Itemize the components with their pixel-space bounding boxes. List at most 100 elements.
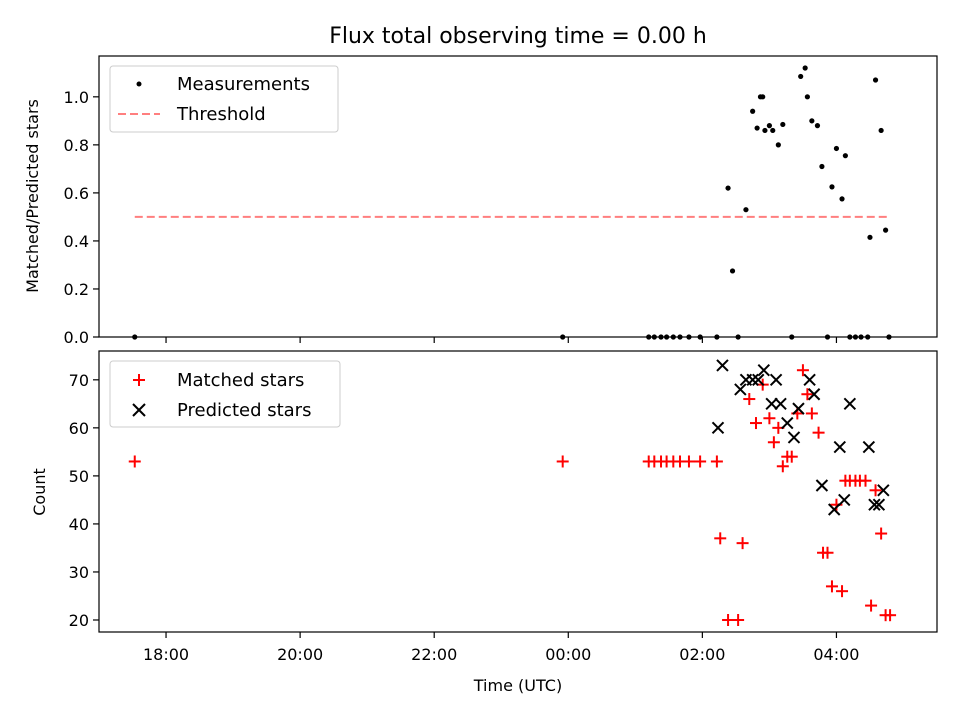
legend-measurements-label: Measurements [177,74,310,95]
predicted-star-point [765,397,778,411]
measurement-point [883,227,889,233]
x-tick-label: 00:00 [545,645,591,664]
measurement-point [743,207,749,213]
top-y-axis-label: Matched/Predicted stars [23,99,42,293]
matched-star-point [776,460,789,473]
matched-star-point [875,527,888,540]
measurement-point [750,108,756,114]
top-legend-box [109,65,339,133]
matched-star-point [869,484,882,497]
measurement-point [560,334,566,340]
measurement-point [814,123,821,129]
predicted-star-point [752,373,765,387]
measurement-point [651,334,657,340]
predicted-star-point [877,484,890,497]
matched-star-point [714,532,727,545]
bottom-legend: Matched stars Predicted stars [109,360,341,428]
measurement-point [780,121,786,128]
x-tick-label: 04:00 [813,645,859,664]
legend-predicted-marker [132,403,146,417]
top-y-tick-label: 0.0 [64,328,89,347]
measurement-point [872,77,879,83]
matched-star-point [743,393,756,406]
measurement-point [725,185,731,191]
top-legend: Measurements Threshold [109,65,339,133]
bottom-x-ticks: 18:00 20:00 22:00 00:00 02:00 04:00 [143,632,859,664]
matched-star-point [859,474,872,487]
measurement-point [697,334,703,340]
predicted-star-point [711,421,725,435]
measurement-point [686,334,692,340]
top-y-tick-label: 0.2 [64,280,89,299]
matched-star-point [785,450,798,463]
predicted-star-point [827,503,841,516]
predicted-star-point [868,498,881,511]
matched-star-point [749,417,762,430]
predicted-star-point [781,416,794,430]
measurement-point [762,127,768,134]
measurement-point [804,94,810,100]
measurement-point [798,73,804,80]
bottom-axes: 20 30 40 50 60 70 18:00 20:00 22:00 00:00 02:00 04… [30,350,938,695]
bottom-y-tick-label: 30 [69,563,89,582]
predicted-star-point [774,397,787,411]
measurement-point [766,123,773,129]
measurement-point [852,334,859,340]
measurement-point [729,268,736,274]
measurement-point [809,118,815,124]
measurement-point [646,334,652,340]
matched-star-point [796,364,809,377]
matched-star-point [736,537,749,550]
predicted-star-point [833,440,846,454]
predicted-star-point [746,373,759,387]
measurement-point [847,334,853,340]
predicted-star-point [716,359,729,372]
top-y-tick-label: 0.6 [64,184,89,203]
matched-star-point [722,613,735,626]
measurement-point [775,142,781,148]
predicted-star-point [757,364,771,377]
top-y-tick-label: 0.4 [64,232,89,251]
measurement-point [833,145,840,152]
chart-title: Flux total observing time = 0.00 h [329,24,707,49]
x-tick-label: 22:00 [411,645,457,664]
legend-measurements-marker [136,81,142,87]
measurement-point [878,127,884,134]
bottom-y-tick-label: 70 [69,371,89,390]
bottom-plot-marks [128,359,897,626]
measurement-point [714,334,720,340]
x-tick-label: 20:00 [277,645,323,664]
legend-matched-label: Matched stars [177,370,304,391]
predicted-star-point [815,479,829,492]
matched-star-point [865,599,878,612]
measurement-point [819,163,825,170]
measurement-point [677,334,683,340]
predicted-star-point [862,440,876,454]
predicted-star-point [787,431,801,444]
measurement-point [132,334,138,340]
measurement-point [754,125,760,131]
measurement-point [867,234,873,240]
measurement-point [789,334,795,340]
bottom-y-axis-label: Count [30,468,49,516]
top-axes: 0.0 0.2 0.4 0.6 0.8 1.0 Matched/Predicted sta… [23,55,938,347]
matched-star-point [884,609,897,622]
bottom-y-tick-label: 60 [69,419,89,438]
bottom-y-tick-label: 40 [69,515,89,534]
matched-star-point [128,455,141,468]
measurement-point [824,334,831,340]
measurement-point [839,196,845,202]
top-y-ticks: 0.0 0.2 0.4 0.6 0.8 1.0 [64,88,99,347]
predicted-star-point [792,402,805,415]
top-y-tick-label: 1.0 [64,88,89,107]
measurement-point [829,184,835,190]
bottom-y-tick-label: 20 [69,611,89,630]
predicted-star-point [734,383,747,396]
matched-star-point [812,426,825,439]
matched-star-point [805,407,818,420]
bottom-y-tick-label: 50 [69,467,89,486]
measurement-point [670,334,676,340]
legend-predicted-label: Predicted stars [177,400,311,421]
matched-star-point [710,455,723,468]
measurement-point [658,334,664,340]
